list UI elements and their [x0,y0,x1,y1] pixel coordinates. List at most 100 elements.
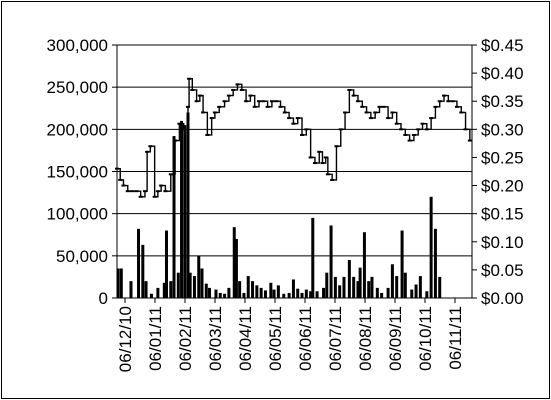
right-tick-label: $0.30 [481,120,524,139]
price-point [317,150,322,153]
price-point [454,105,459,108]
volume-bar [403,272,407,298]
volume-bar [425,291,429,298]
gridlines [117,44,472,257]
volume-bar [214,289,218,298]
volume-bar [269,282,273,298]
volume-bar [338,285,342,298]
price-point [325,173,330,176]
volume-bar [325,272,329,298]
price-point [364,111,369,114]
left-tick-label: 300,000 [47,36,108,55]
volume-bar [180,120,184,299]
left-axis-ticks: 0 50,000 100,000 150,000 200,000 250,000 300,0… [47,36,117,308]
price-point [134,190,139,193]
x-tick-label: 06/09/11 [386,306,405,371]
price-point [437,100,442,103]
price-point [257,100,261,103]
price-point [125,190,130,193]
x-tick-label: 06/12/10 [116,306,135,372]
volume-bar [162,282,166,298]
x-tick-label: 06/05/11 [266,306,285,371]
volume-bar [141,244,145,298]
volume-bar [227,287,231,298]
price-point [467,139,472,142]
price-point [187,77,192,80]
volume-bar [129,281,133,298]
price-point [381,105,386,108]
price-point [411,133,416,136]
price-point [334,145,339,148]
right-tick-label: $0.25 [481,148,524,167]
price-point [177,122,182,125]
volume-bar [370,276,374,298]
volume-bar [149,293,153,298]
volume-bar [156,287,160,298]
price-point [138,195,143,198]
price-point [312,162,317,165]
price-line [117,78,471,198]
volume-bar [186,112,190,298]
price-point [360,105,365,108]
price-point [320,162,325,165]
volume-bar [192,276,196,298]
volume-bar [197,255,201,298]
volume-bar [276,285,280,298]
price-point [159,184,164,187]
price-point [148,145,153,148]
price-point [355,100,360,103]
volume-bar [251,281,255,298]
volume-bar [322,287,326,298]
volume-bar [263,290,267,298]
price-point [269,100,274,103]
right-tick-label: $0.15 [481,205,524,224]
volume-bar [433,228,437,298]
volume-bar [144,281,148,298]
price-point [130,190,135,193]
price-point [201,111,206,114]
volume-bar [418,276,422,298]
price-point [446,100,451,103]
left-tick-label: 250,000 [47,78,108,97]
price-point [377,105,382,108]
x-tick-label: 06/10/11 [416,306,435,371]
volume-bar [176,272,180,298]
price-point [287,117,292,120]
volume-bar [296,288,300,298]
right-axis-ticks: $0.00 $0.05 $0.10 $0.15 $0.20 $0.25 $0.30 $0.35… [472,36,524,308]
price-point [295,117,300,120]
volume-bar [358,267,362,298]
price-point [231,88,236,91]
price-point [152,195,157,198]
volume-bar [352,276,356,298]
volume-bars [116,112,442,299]
price-point [394,122,399,125]
left-tick-label: 50,000 [56,247,108,266]
volume-bar [300,292,304,298]
x-tick-label: 06/03/11 [206,306,225,371]
price-point [338,128,343,131]
volume-bar [255,285,259,298]
volume-bar [204,283,208,298]
volume-bar [315,291,319,298]
price-point [181,128,186,131]
volume-bar [386,287,390,298]
price-point [142,190,147,193]
volume-bar [188,272,192,298]
price-point [351,94,356,97]
price-point [235,83,240,86]
volume-bar [429,196,433,298]
price-point [442,94,447,97]
right-tick-label: $0.00 [481,289,524,308]
volume-bar [333,276,337,298]
price-point [248,94,253,97]
price-point [300,133,305,136]
volume-bar [311,217,315,298]
price-point [291,122,296,125]
price-point [343,111,348,114]
volume-bar [390,264,394,298]
price-point [282,111,287,114]
x-tick-label: 06/04/11 [236,306,255,371]
price-steps [115,77,472,198]
